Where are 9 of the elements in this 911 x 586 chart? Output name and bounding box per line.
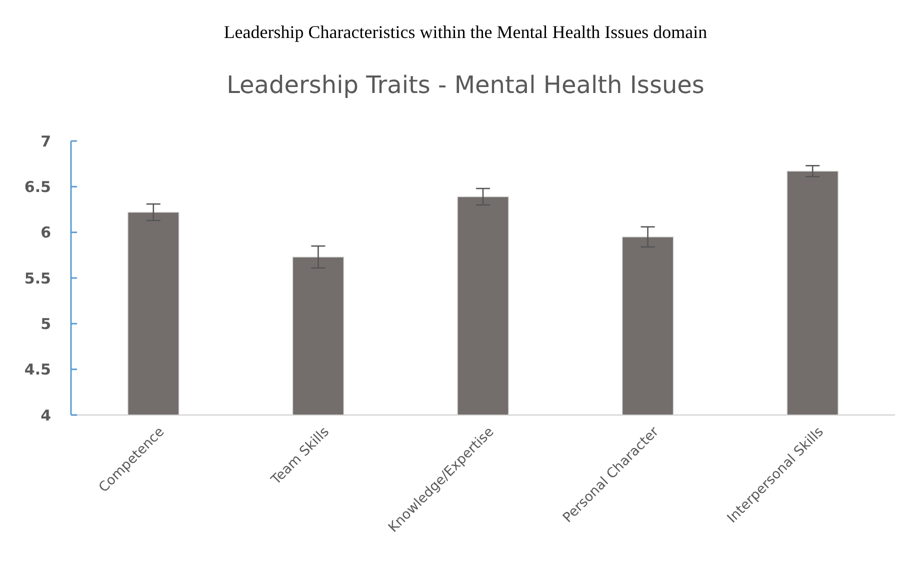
y-tick-label: 6.5 [24, 178, 51, 196]
y-tick-label: 4 [40, 406, 51, 424]
y-tick-label: 6 [40, 224, 51, 242]
y-tick-label: 4.5 [24, 360, 51, 379]
y-tick-label: 5 [40, 314, 51, 333]
y-tick-label: 7 [40, 132, 51, 150]
chart-title: Leadership Characteristics within the Mental Health Issues domain [224, 22, 708, 42]
chart-subtitle: Leadership Traits - Mental Health Issues [226, 71, 704, 99]
y-tick-label: 5.5 [24, 269, 51, 288]
